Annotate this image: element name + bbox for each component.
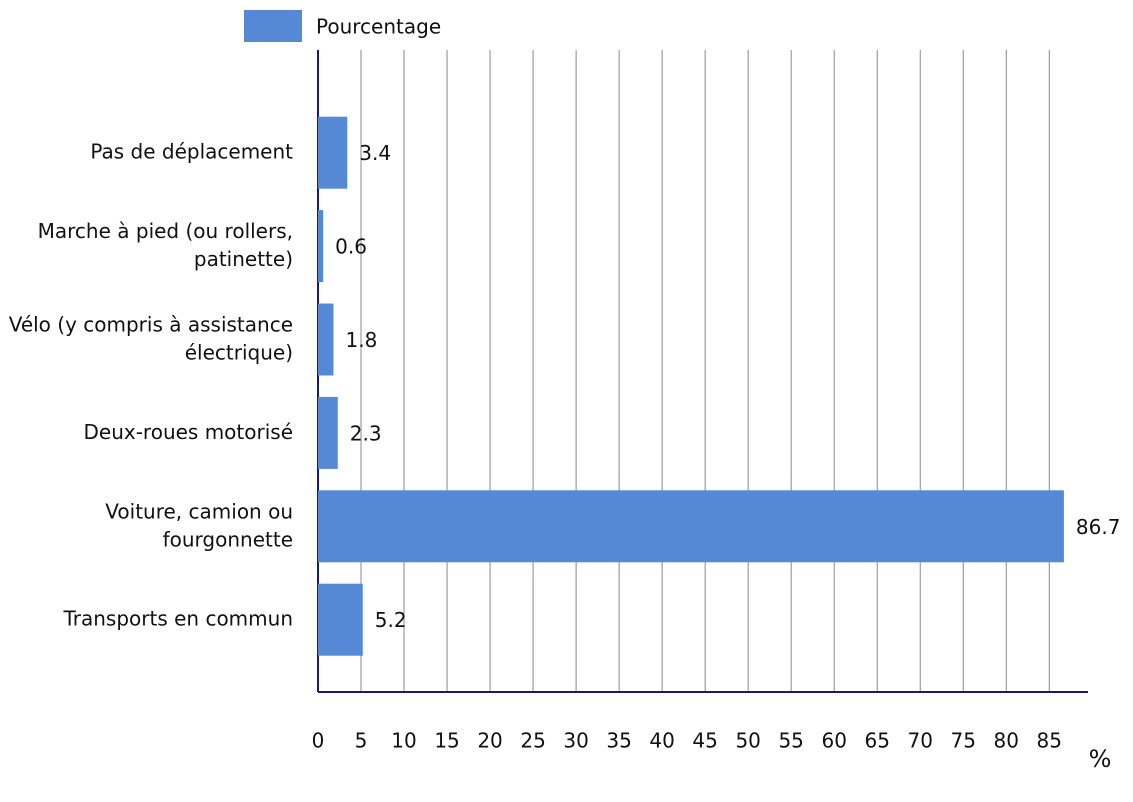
x-tick-label: 30	[563, 729, 588, 753]
bar	[318, 116, 348, 189]
value-label: 1.8	[345, 328, 377, 352]
y-tick-label: Deux-roues motorisé	[83, 419, 293, 443]
value-label: 5.2	[375, 608, 407, 632]
y-tick-label: Vélo (y compris à assistance électrique)	[9, 312, 293, 364]
x-tick-label: 15	[434, 729, 459, 753]
value-label: 86.7	[1076, 515, 1121, 539]
x-tick-label: 40	[649, 729, 674, 753]
bar	[318, 303, 334, 376]
bar	[318, 490, 1064, 563]
bar	[318, 396, 338, 469]
x-tick-label: 20	[477, 729, 502, 753]
x-tick-label: 55	[778, 729, 803, 753]
bar	[318, 583, 363, 656]
x-tick-label: 85	[1037, 729, 1062, 753]
value-label: 0.6	[335, 235, 367, 259]
legend-label: Pourcentage	[316, 15, 441, 39]
x-tick-label: 70	[908, 729, 933, 753]
x-tick-label: 50	[735, 729, 760, 753]
x-tick-label: 65	[864, 729, 889, 753]
x-axis-label: %	[1089, 745, 1112, 773]
y-tick-label: Pas de déplacement	[90, 139, 293, 163]
y-tick-label: Transports en commun	[62, 606, 293, 630]
legend-swatch	[244, 10, 302, 42]
value-label: 3.4	[359, 141, 391, 165]
x-tick-label: 5	[355, 729, 368, 753]
x-tick-label: 10	[391, 729, 416, 753]
y-tick-label: Voiture, camion ou fourgonnette	[105, 499, 293, 551]
x-tick-label: 0	[312, 729, 325, 753]
x-tick-label: 75	[951, 729, 976, 753]
x-tick-label: 80	[994, 729, 1019, 753]
x-tick-label: 60	[821, 729, 846, 753]
y-tick-label: Marche à pied (ou rollers, patinette)	[38, 219, 293, 271]
x-tick-label: 25	[520, 729, 545, 753]
value-label: 2.3	[350, 421, 382, 445]
bar	[318, 210, 324, 283]
x-tick-label: 35	[606, 729, 631, 753]
x-tick-label: 45	[692, 729, 717, 753]
